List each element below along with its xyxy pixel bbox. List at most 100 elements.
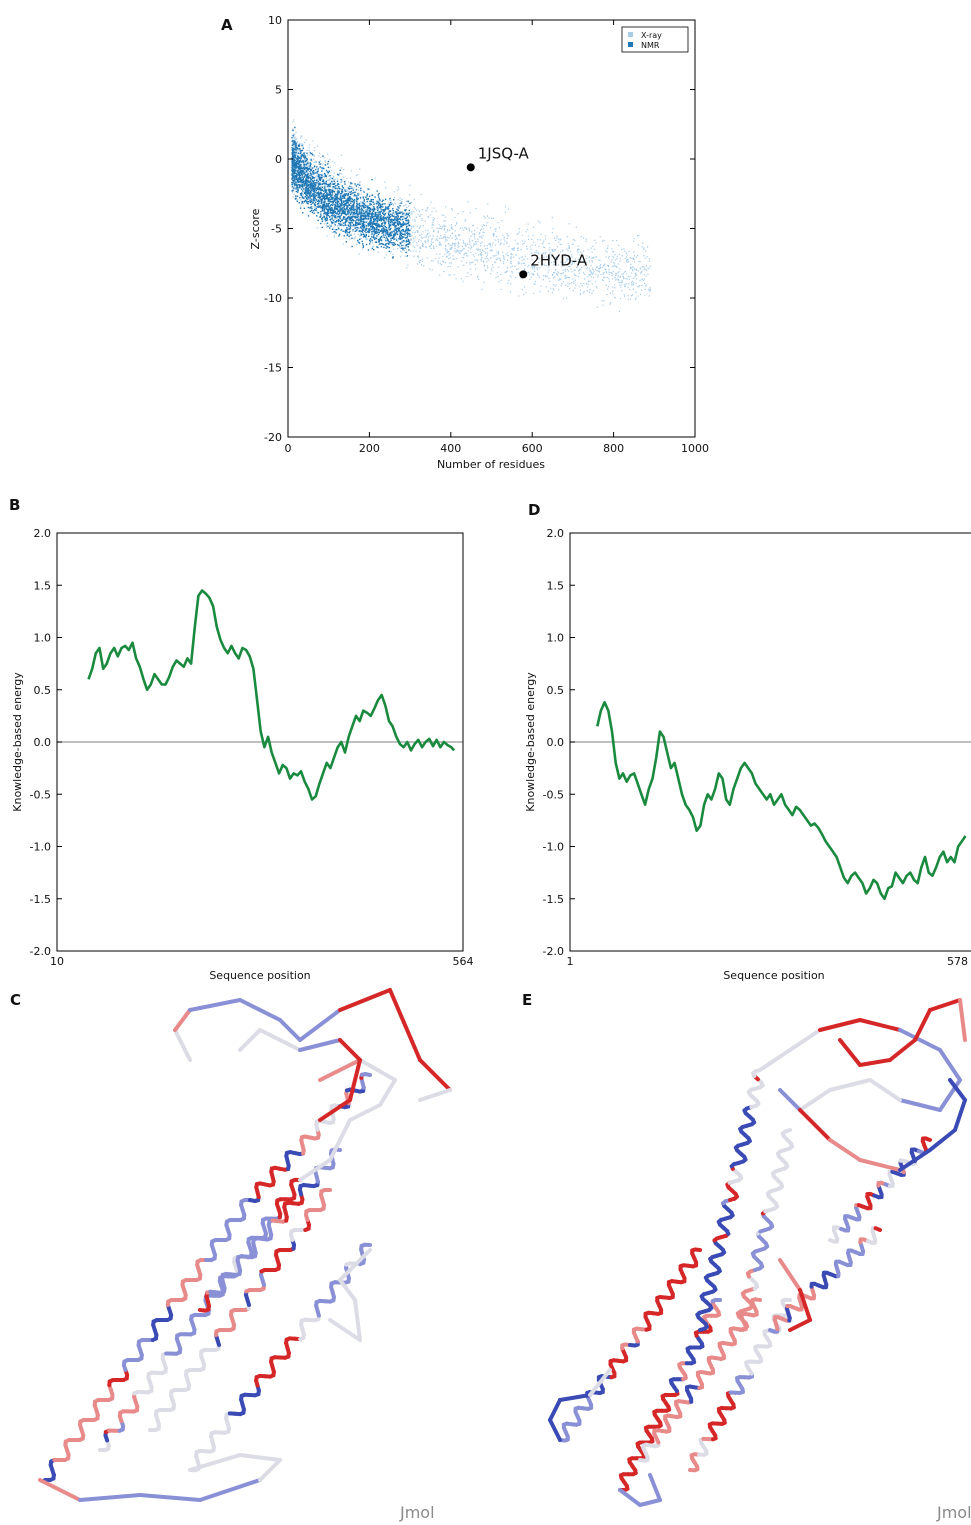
xray-point [344,196,346,198]
nmr-point [370,217,372,219]
nmr-point [325,175,328,177]
xray-point [336,217,338,219]
xray-point [450,248,452,250]
nmr-point [385,231,387,234]
xray-point [593,248,596,250]
nmr-point [347,204,349,207]
nmr-point [330,189,332,191]
nmr-point [390,233,392,235]
nmr-point [369,210,371,213]
xray-point [560,238,562,240]
nmr-point [304,182,306,184]
nmr-point [311,211,314,214]
xray-point [626,278,628,280]
xray-point [521,259,523,261]
nmr-point [377,194,379,196]
nmr-point [302,154,304,157]
xray-point [475,252,477,255]
nmr-point [339,215,341,217]
nmr-point [324,195,326,197]
xray-point [517,250,519,252]
nmr-point [390,201,392,204]
nmr-point [351,218,353,220]
nmr-point [294,178,296,181]
nmr-point [353,215,355,218]
xray-point [326,235,328,237]
xray-point [641,284,643,287]
xray-point [418,260,420,262]
nmr-point [300,172,303,175]
xray-point [333,175,335,177]
nmr-point [325,212,328,214]
xray-point [310,165,312,168]
nmr-point [378,211,380,213]
nmr-point [377,209,379,212]
nmr-point [392,230,395,232]
nmr-point [291,144,293,146]
nmr-point [320,215,322,217]
xray-point [635,274,637,276]
xray-point [445,206,447,208]
xray-point [389,199,391,201]
xray-point [299,162,301,164]
nmr-point [372,213,374,215]
xray-point [529,246,531,248]
xray-point [394,202,396,204]
xray-point [515,276,517,279]
xray-point [360,222,362,225]
xray-point [490,246,492,248]
xray-point [300,205,302,207]
nmr-point [340,210,342,212]
xray-point [315,175,317,177]
nmr-point [305,178,307,180]
xray-point [630,267,632,269]
xray-point [534,251,536,254]
nmr-point [383,246,385,249]
nmr-point [385,218,387,220]
xray-point [518,231,520,233]
xray-point [444,233,446,236]
nmr-point [327,206,330,208]
nmr-point [321,206,323,208]
xray-point [465,227,467,229]
xray-point [589,280,591,282]
nmr-point [379,213,382,215]
xray-point [613,251,615,253]
nmr-point [409,233,411,235]
xray-point [645,265,647,267]
nmr-point [350,216,353,218]
nmr-point [311,184,313,187]
xray-point [639,279,641,281]
nmr-point [291,140,293,143]
nmr-point [309,181,311,183]
nmr-point [312,189,314,191]
nmr-point [341,210,344,212]
xray-point [492,233,494,236]
xray-point [527,266,529,268]
xray-point [454,250,456,252]
nmr-point [379,212,381,214]
xray-point [365,209,367,211]
xray-point [640,293,642,296]
nmr-point [296,160,298,162]
nmr-point [333,198,336,201]
xray-point [397,186,399,188]
xray-point [643,267,646,269]
xray-point [318,173,320,175]
xray-point [584,273,586,275]
nmr-point [295,157,297,159]
xray-point [552,277,555,279]
nmr-point [332,221,334,224]
xray-point [534,268,536,270]
nmr-point [401,241,403,243]
xray-point [642,265,644,268]
nmr-point [376,222,378,225]
xray-point [621,290,623,292]
nmr-point [332,190,334,192]
nmr-point [378,231,380,234]
xray-point [325,184,327,186]
xray-point [409,217,411,219]
nmr-point [302,170,304,172]
xray-point [568,247,570,249]
nmr-point [293,152,295,154]
